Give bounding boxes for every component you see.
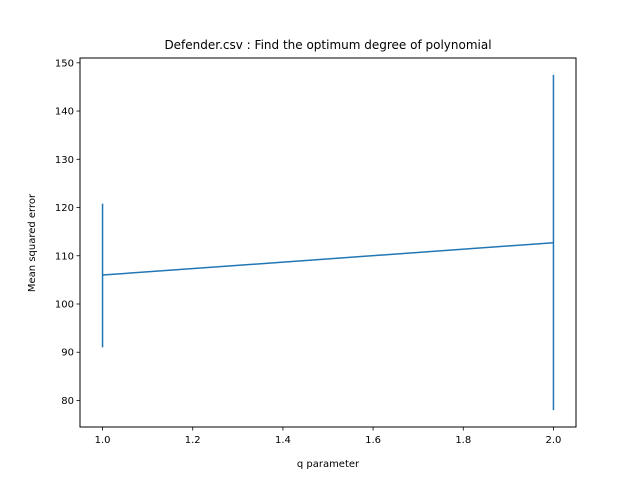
plot-area (101, 74, 555, 411)
x-axis-label: q parameter (297, 459, 360, 470)
y-tick-label: 120 (55, 203, 74, 214)
y-tick-label: 140 (55, 107, 74, 118)
y-tick-label: 150 (55, 58, 74, 69)
y-tick-label: 130 (55, 155, 74, 166)
chart-title: Defender.csv : Find the optimum degree o… (164, 38, 491, 52)
x-tick-label: 1.6 (365, 435, 381, 446)
x-tick-label: 1.4 (275, 435, 291, 446)
axes-frame (79, 57, 577, 428)
x-axis: 1.0 1.2 1.4 1.6 1.8 2.0 (95, 427, 562, 446)
x-tick-label: 2.0 (546, 435, 562, 446)
y-axis-label: Mean squared error (27, 193, 38, 292)
y-tick-label: 110 (55, 251, 74, 262)
x-tick-label: 1.0 (95, 435, 111, 446)
y-tick-label: 80 (61, 396, 74, 407)
x-tick-label: 1.8 (455, 435, 471, 446)
x-tick-label: 1.2 (185, 435, 201, 446)
y-axis: 80 90 100 110 120 130 140 150 (55, 58, 80, 407)
y-tick-label: 100 (55, 300, 74, 311)
series-line-0 (102, 241, 554, 276)
y-tick-label: 90 (61, 348, 74, 359)
